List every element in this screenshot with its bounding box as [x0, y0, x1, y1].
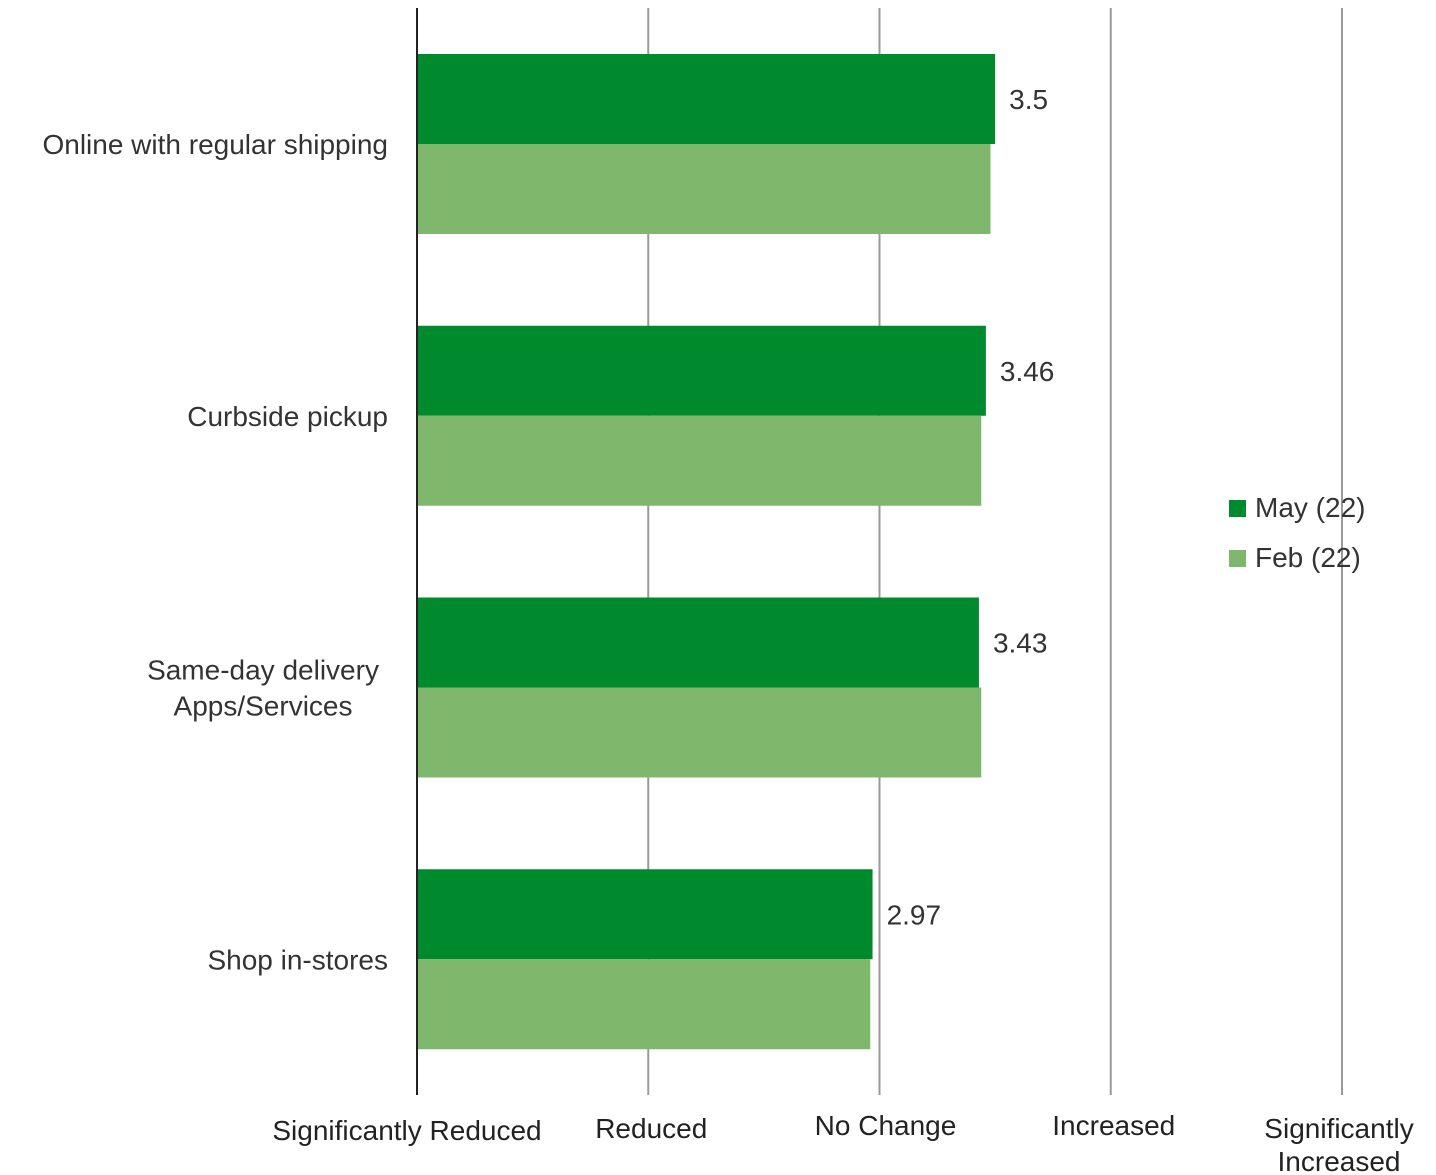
- category-label: Online with regular shipping: [42, 129, 388, 160]
- tick-label: Significantly Increased: [1264, 1113, 1413, 1175]
- category-labels: Online with regular shipping Curbside pic…: [42, 129, 388, 975]
- data-label: 3.43: [993, 628, 1048, 659]
- bar-may-3: [417, 869, 873, 960]
- legend-swatch: [1229, 550, 1246, 567]
- tick-label: Reduced: [595, 1113, 707, 1144]
- category-label: Shop in-stores: [207, 944, 388, 975]
- bar-feb-1: [417, 415, 982, 506]
- bar-feb-2: [417, 687, 982, 778]
- data-label: 3.46: [1000, 356, 1055, 387]
- legend-label: May (22): [1255, 492, 1365, 523]
- bars: [417, 54, 996, 1050]
- legend-label: Feb (22): [1255, 542, 1361, 573]
- data-labels: 3.5 3.46 3.43 2.97: [887, 84, 1055, 930]
- category-label: Same-day delivery Apps/Services: [147, 655, 379, 722]
- bar-feb-3: [417, 959, 871, 1050]
- tick-labels: Significantly Reduced Reduced No Change Inc…: [272, 1110, 1413, 1175]
- legend: May (22) Feb (22): [1229, 492, 1365, 573]
- legend-swatch: [1229, 500, 1246, 517]
- tick-label: No Change: [815, 1110, 957, 1141]
- tick-label: Increased: [1052, 1110, 1175, 1141]
- tick-label: Significantly Reduced: [272, 1115, 541, 1146]
- bar-feb-0: [417, 144, 991, 234]
- data-label: 3.5: [1009, 84, 1048, 115]
- bar-may-0: [417, 54, 996, 144]
- data-label: 2.97: [887, 899, 942, 930]
- category-label: Curbside pickup: [187, 401, 388, 432]
- bar-may-1: [417, 325, 986, 416]
- bar-may-2: [417, 597, 979, 688]
